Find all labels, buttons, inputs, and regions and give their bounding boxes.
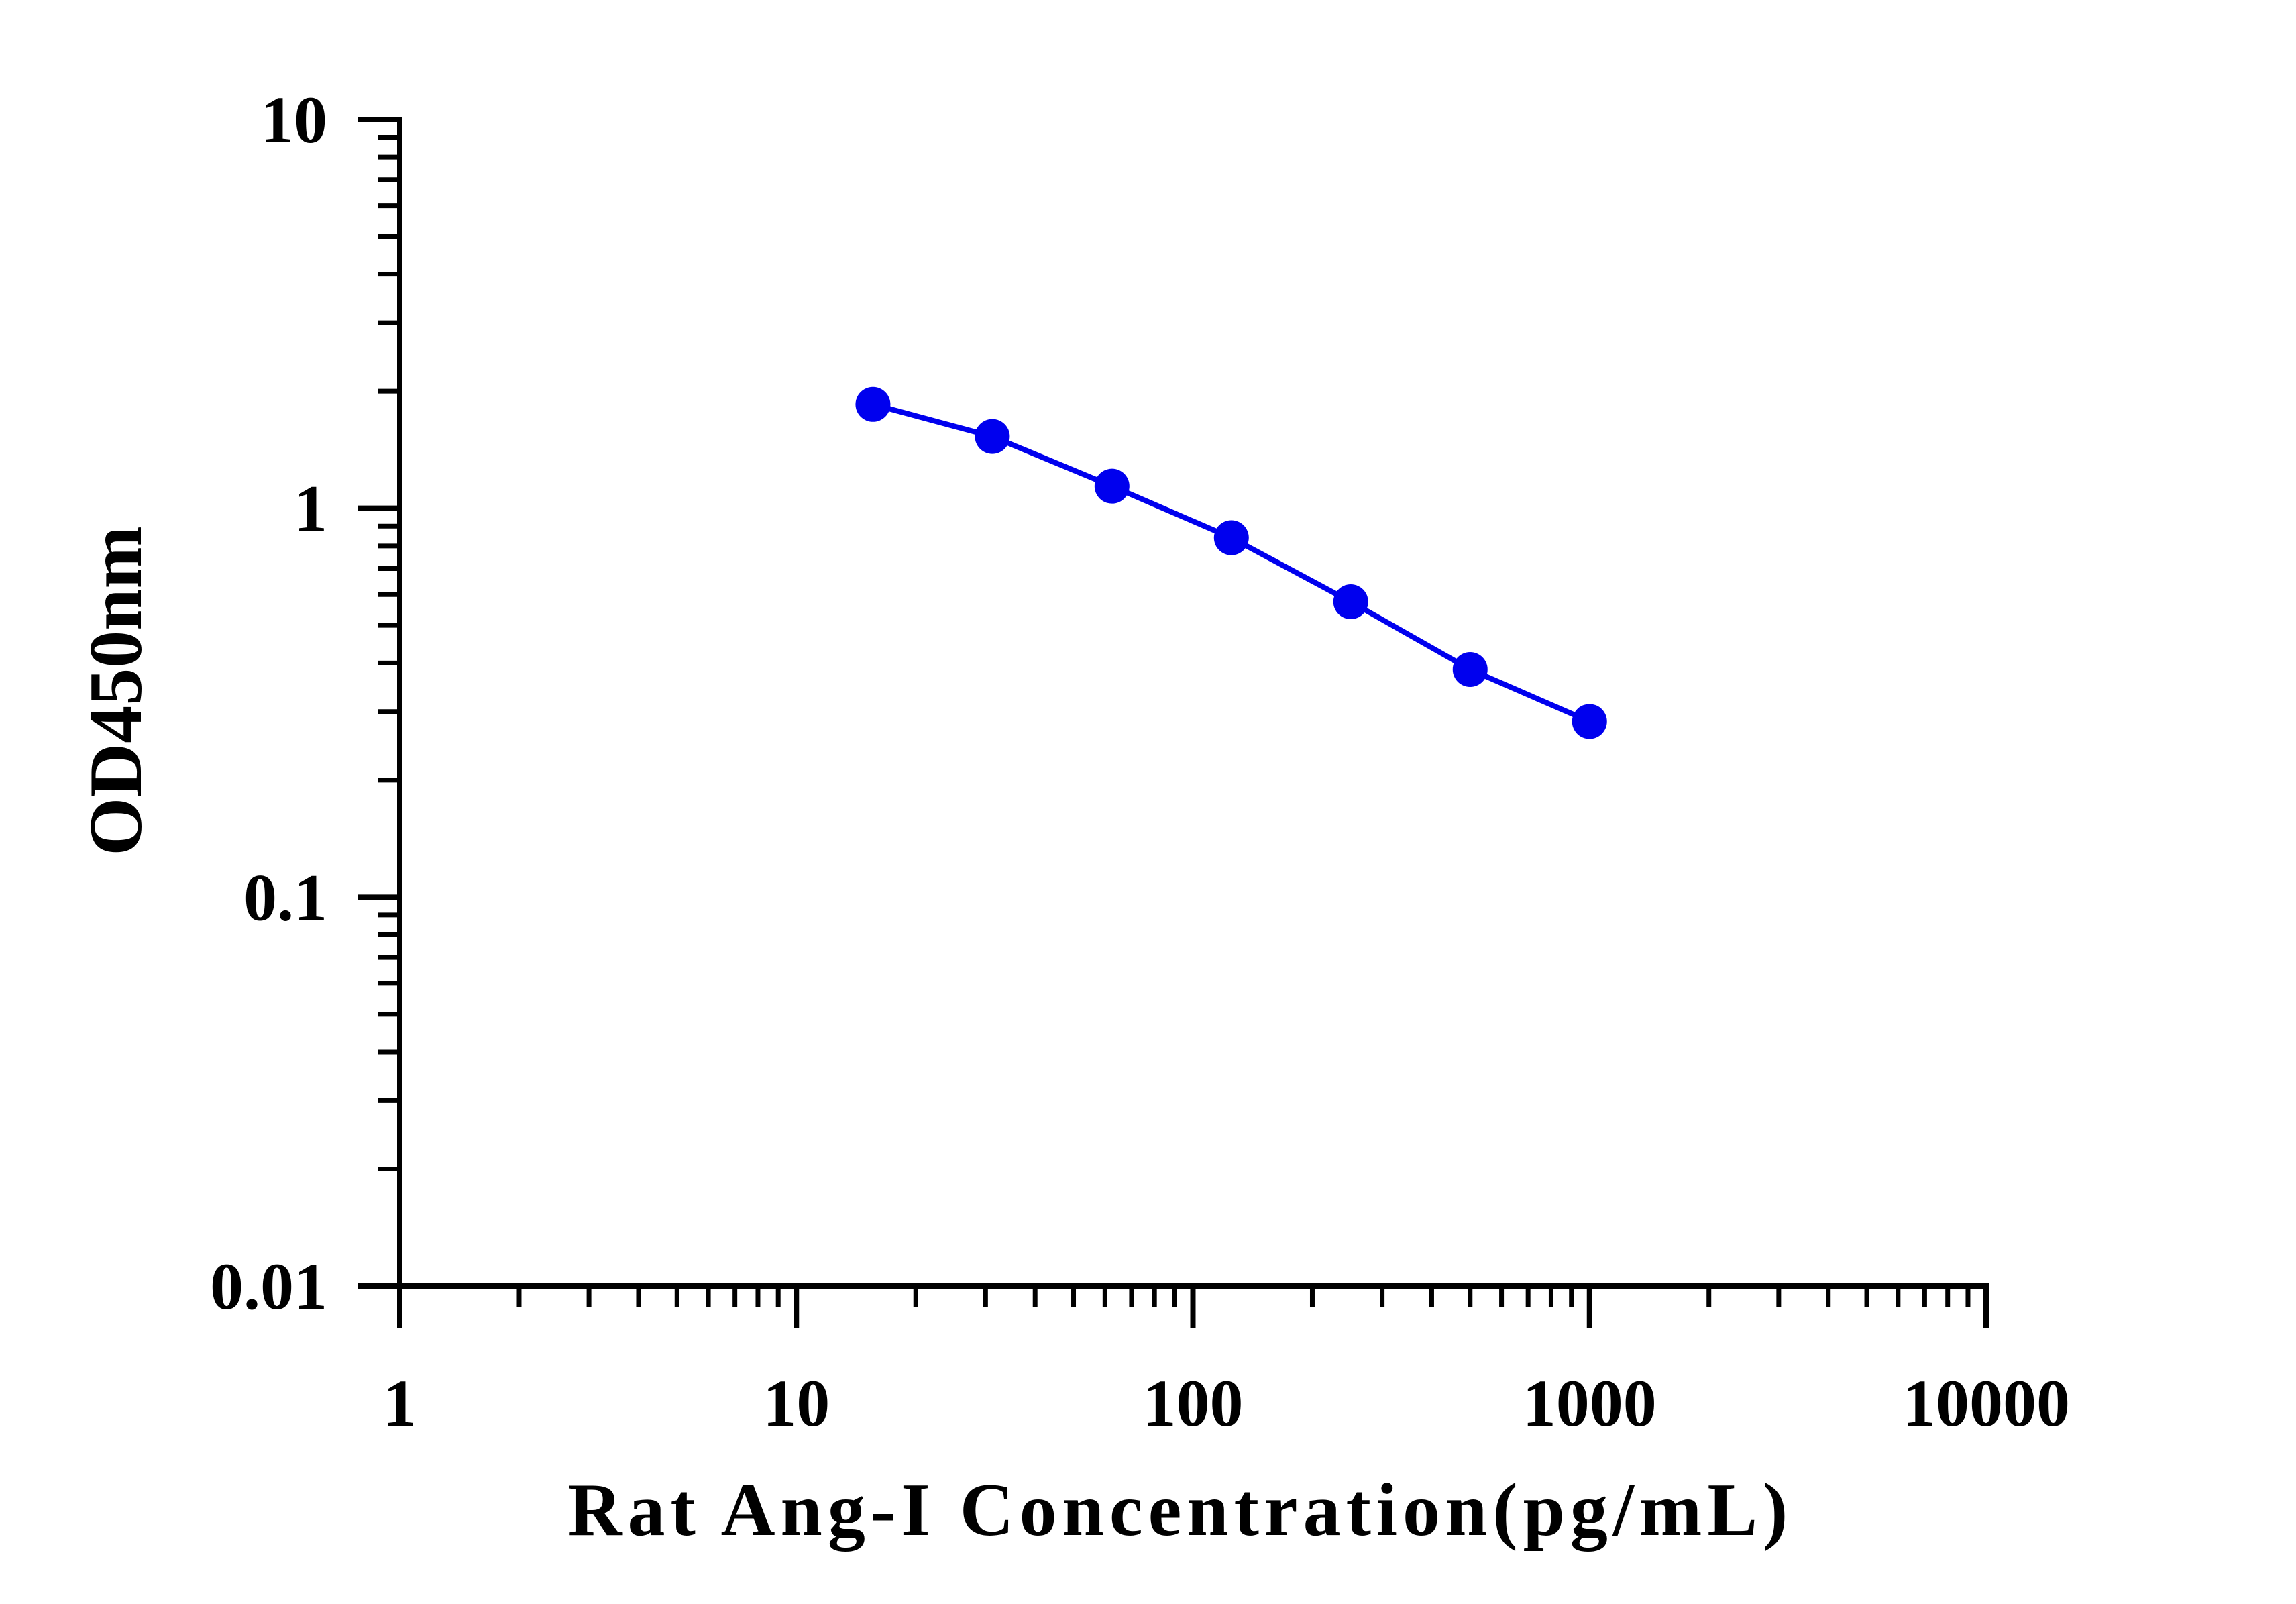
y-axis-tick-labels: 10 1 0.1 0.01 — [210, 83, 327, 1324]
x-axis-minor-ticks — [516, 1286, 1971, 1307]
y-tick-label: 1 — [294, 472, 327, 546]
y-tick-label: 10 — [260, 83, 327, 157]
y-tick-label: 0.1 — [243, 860, 327, 934]
y-tick-label: 0.01 — [210, 1249, 327, 1324]
x-tick-label: 10000 — [1902, 1366, 2070, 1440]
y-axis-major-ticks — [358, 117, 400, 1289]
data-point — [975, 419, 1010, 454]
x-axis-title: Rat Ang-I Concentration(pg/mL) — [568, 1468, 1794, 1552]
x-axis-tick-labels: 1 10 100 1000 10000 — [383, 1366, 2070, 1440]
data-point — [1213, 520, 1249, 555]
data-point — [1572, 704, 1607, 739]
data-point — [1094, 468, 1130, 504]
x-tick-label: 10 — [763, 1366, 830, 1440]
y-axis-title: OD450nm — [74, 526, 158, 856]
x-tick-label: 1000 — [1523, 1366, 1657, 1440]
data-point — [855, 386, 891, 422]
data-point — [1452, 651, 1488, 687]
series-layer — [855, 386, 1607, 739]
data-point — [1333, 584, 1368, 619]
x-axis-major-ticks — [397, 1286, 1989, 1328]
x-tick-label: 1 — [383, 1366, 417, 1440]
y-axis-minor-ticks — [378, 135, 400, 1172]
x-tick-label: 100 — [1143, 1366, 1244, 1440]
